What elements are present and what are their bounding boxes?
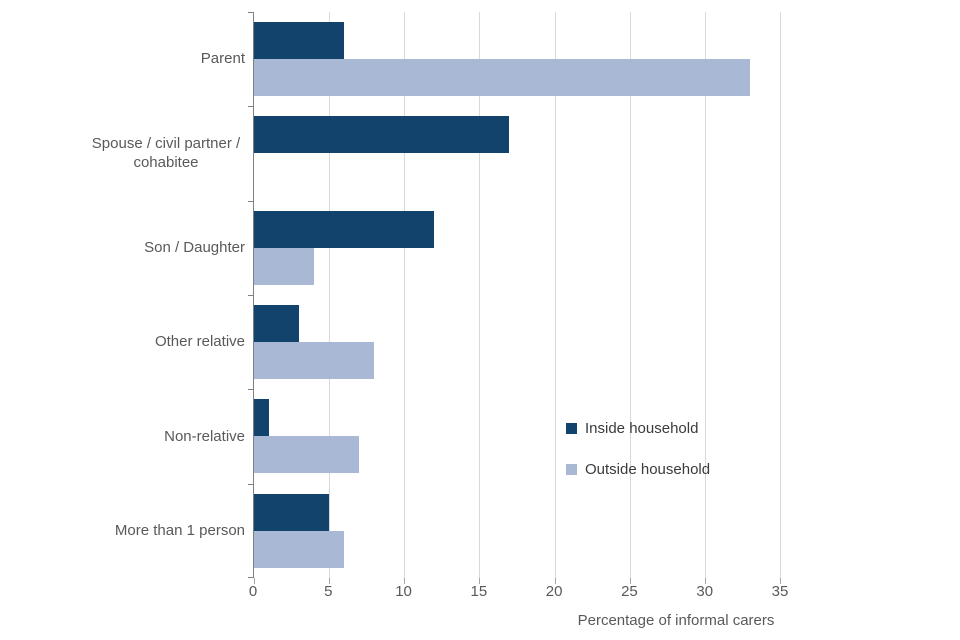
bar-inside-household (254, 116, 510, 154)
x-tick-mark (780, 578, 781, 584)
x-tick-label: 10 (395, 583, 412, 600)
bar-group (254, 201, 780, 295)
y-tick-mark (248, 483, 254, 485)
x-tick-label: 30 (696, 583, 714, 600)
category-label-text: Son / Daughter (144, 239, 245, 257)
category-label: Spouse / civil partner / cohabitee (50, 106, 245, 200)
y-tick-mark (248, 389, 254, 391)
legend-swatch (566, 423, 577, 434)
gridline (479, 12, 481, 578)
legend-item-inside-household: Inside household (566, 420, 710, 437)
x-tick-mark (554, 578, 556, 584)
y-tick-mark (248, 12, 254, 13)
x-tick-mark (479, 578, 481, 584)
legend-swatch (566, 464, 577, 475)
gridline (629, 12, 631, 578)
y-axis-labels: Parent Spouse / civil partner / cohabitee… (50, 12, 245, 578)
gridline (554, 12, 556, 578)
category-label-text: Other relative (154, 333, 245, 351)
x-axis-ticks: 0 5 10 15 20 25 30 35 (0, 583, 960, 603)
bar-group (254, 106, 780, 200)
category-label-text: More than 1 person (114, 522, 245, 540)
legend-label: Outside household (585, 461, 711, 478)
bar-outside-household (254, 530, 345, 568)
x-tick-label: 0 (248, 583, 258, 600)
gridline (704, 12, 706, 578)
y-tick-mark (248, 295, 254, 296)
x-axis-title: Percentage of informal carers (577, 612, 775, 629)
x-tick-mark (704, 578, 706, 584)
legend-item-outside-household: Outside household (566, 461, 710, 478)
x-tick-mark (629, 578, 631, 584)
bar-outside-household (254, 436, 360, 474)
x-tick-mark (254, 578, 255, 584)
category-label-text: Parent (200, 50, 245, 68)
category-label: Other relative (50, 295, 245, 389)
category-label: Son / Daughter (50, 201, 245, 295)
x-tick-label: 15 (470, 583, 488, 600)
gridline (404, 12, 406, 578)
bar-group (254, 295, 780, 389)
x-tick-mark (329, 578, 331, 584)
legend: Inside household Outside household (566, 420, 710, 478)
bars (254, 12, 780, 578)
category-label: More than 1 person (50, 484, 245, 578)
bar-inside-household (254, 305, 300, 343)
y-tick-mark (248, 106, 254, 108)
bar-outside-household (254, 247, 315, 285)
y-tick-mark (248, 577, 254, 578)
x-tick-label: 5 (324, 583, 333, 600)
gridline (780, 12, 781, 578)
legend-label: Inside household (585, 420, 699, 437)
x-tick-label: 25 (621, 583, 638, 600)
category-label-text: Non-relative (164, 427, 245, 445)
y-tick-mark (248, 200, 254, 202)
category-label: Non-relative (50, 389, 245, 483)
bar-inside-household (254, 493, 330, 531)
bar-inside-household (254, 399, 270, 437)
gridline (329, 12, 331, 578)
x-tick-label: 35 (771, 583, 789, 600)
bar-group (254, 12, 780, 106)
bar-inside-household (254, 210, 435, 248)
x-tick-mark (404, 578, 406, 584)
bar-group (254, 484, 780, 578)
category-label-text: Spouse / civil partner / cohabitee (91, 134, 241, 172)
bar-group (254, 389, 780, 483)
plot-area: Inside household Outside household (248, 12, 781, 584)
bar-inside-household (254, 22, 345, 60)
bar-outside-household (254, 59, 750, 97)
category-label: Parent (50, 12, 245, 106)
x-tick-label: 20 (545, 583, 563, 600)
bar-outside-household (254, 342, 375, 380)
